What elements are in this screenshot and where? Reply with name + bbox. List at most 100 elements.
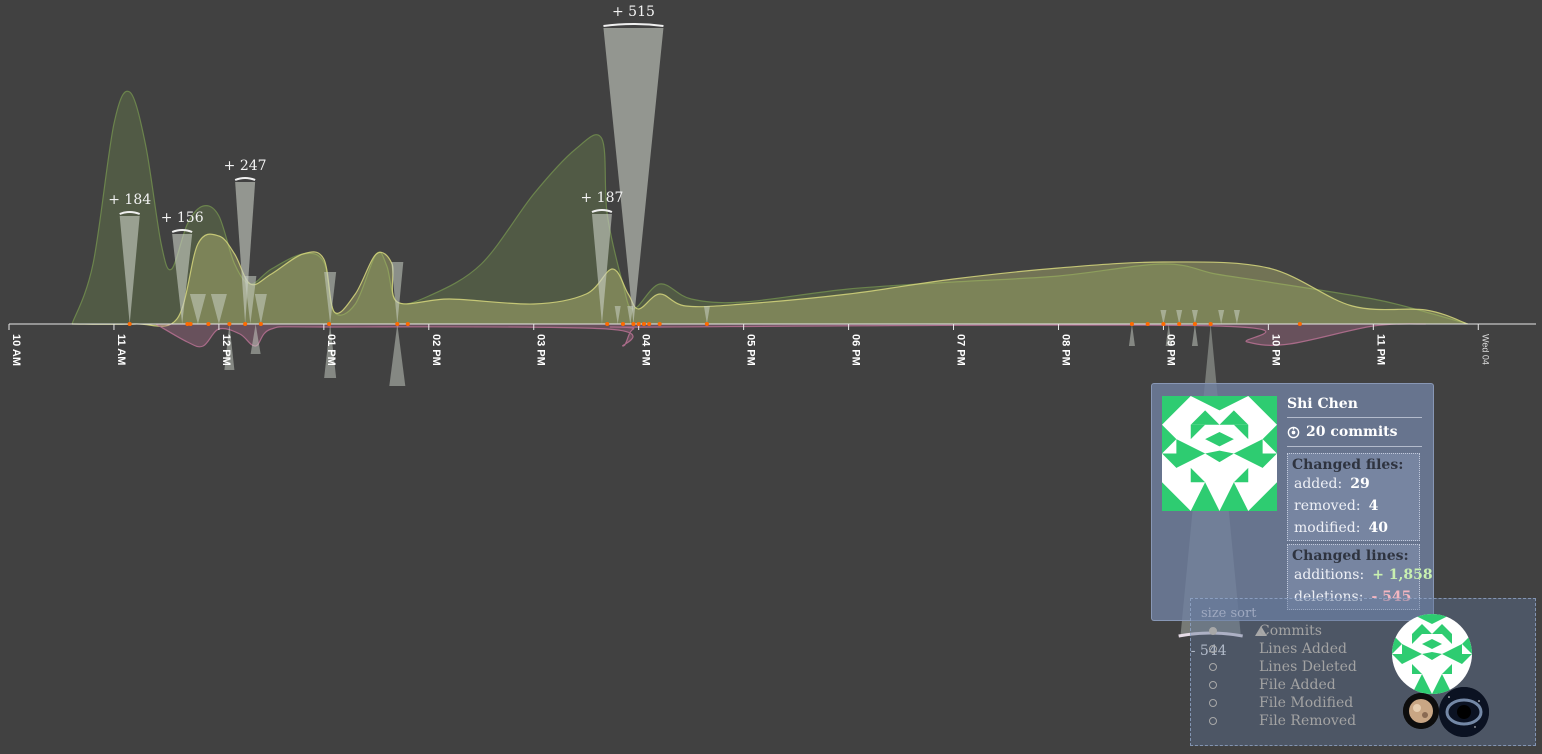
- x-tick-label: 04 PM: [640, 334, 652, 366]
- identicon-shape: [1248, 482, 1277, 511]
- minor-added-spike: [254, 294, 267, 324]
- commit-marker: [647, 322, 652, 326]
- sort-option-label: Commits: [1259, 623, 1322, 639]
- identicon-shape: [1412, 634, 1422, 644]
- minor-added-spike: [324, 272, 337, 324]
- radio-icon[interactable]: [1209, 627, 1217, 635]
- commit-marker: [185, 322, 190, 326]
- commit-marker: [631, 322, 636, 326]
- identicon-shape: [1219, 482, 1249, 511]
- commit-icon: [1287, 426, 1300, 438]
- commit-marker: [1208, 322, 1213, 326]
- minor-added-spike: [210, 294, 227, 324]
- minor-deleted-spike: [324, 324, 337, 378]
- identicon-image: [1162, 396, 1277, 511]
- radio-icon[interactable]: [1209, 663, 1217, 671]
- identicon-shape: [1412, 624, 1432, 634]
- planet-avatar-icon: [1403, 693, 1439, 729]
- series-line-2: [155, 323, 1426, 348]
- x-tick-label: Wed 04: [1480, 334, 1490, 365]
- identicon-shape: [1233, 424, 1249, 440]
- sort-option-commits[interactable]: Commits: [1209, 622, 1322, 640]
- files-modified-value: 40: [1368, 520, 1388, 536]
- commit-marker: [227, 322, 232, 326]
- commit-marker: [405, 322, 410, 326]
- minor-deleted-spike: [224, 324, 235, 370]
- commit-marker: [1177, 322, 1182, 326]
- files-modified-label: modified:: [1294, 520, 1361, 536]
- sort-option-lines-deleted[interactable]: Lines Deleted: [1209, 658, 1357, 676]
- x-tick-label: 10 PM: [1269, 334, 1281, 366]
- x-tick-label: 07 PM: [955, 334, 967, 366]
- sort-option-label: File Added: [1259, 677, 1336, 693]
- minor-added-spike: [1160, 310, 1167, 324]
- commit-marker: [641, 322, 646, 326]
- lines-additions-row: additions: + 1,858: [1294, 567, 1433, 583]
- x-tick-label: 05 PM: [745, 334, 757, 366]
- divider: [1287, 446, 1422, 447]
- sort-option-lines-added[interactable]: Lines Added: [1209, 640, 1347, 658]
- identicon-shape: [1412, 674, 1432, 694]
- identicon-shape: [1422, 639, 1442, 649]
- radio-icon[interactable]: [1209, 681, 1217, 689]
- identicon-shape: [1422, 652, 1442, 660]
- sort-option-label: File Modified: [1259, 695, 1354, 711]
- commit-marker: [206, 322, 211, 326]
- lines-deletions-label: deletions:: [1294, 589, 1364, 605]
- commit-marker: [258, 322, 263, 326]
- x-tick-label: 03 PM: [535, 334, 547, 366]
- series-line-1: [71, 233, 1468, 327]
- sort-option-file-modified[interactable]: File Modified: [1209, 694, 1353, 712]
- radio-icon[interactable]: [1209, 717, 1217, 725]
- author-avatar-galaxy[interactable]: [1439, 687, 1489, 737]
- identicon-shape: [1233, 467, 1249, 483]
- x-tick-label: 02 PM: [430, 334, 442, 366]
- peak-cap: [234, 177, 256, 181]
- identicon-shape: [1392, 634, 1402, 654]
- identicon-shape: [1205, 450, 1234, 463]
- commit-marker: [657, 322, 662, 326]
- stream-areas: [71, 90, 1468, 348]
- identicon-shape: [1162, 396, 1191, 425]
- identicon-shape: [1392, 674, 1412, 694]
- lines-deletions-value: - 545: [1371, 589, 1412, 605]
- sort-option-label: Lines Added: [1259, 641, 1347, 657]
- minor-added-spike: [1176, 310, 1183, 324]
- series-area-0: [72, 91, 1468, 324]
- peak-cap: [591, 209, 613, 213]
- identicon-shape: [1432, 624, 1452, 634]
- minor-added-spike: [703, 306, 710, 324]
- peak-cap: [171, 229, 193, 233]
- peak-added-label: + 187: [581, 190, 624, 206]
- sort-option-file-removed[interactable]: File Removed: [1209, 712, 1356, 730]
- sort-ascending-icon[interactable]: [1255, 626, 1267, 636]
- identicon-shape: [1432, 674, 1452, 694]
- changed-lines-box: Changed lines: additions: + 1,858 deletio…: [1287, 544, 1433, 610]
- peak-labels: + 184 + 156 + 247 + 187 + 515 - 544: [108, 4, 1243, 659]
- minor-deleted-spike: [1165, 324, 1172, 346]
- identicon-shape: [1412, 614, 1432, 624]
- peak-added-label: + 156: [161, 210, 204, 226]
- identicon-shape: [1262, 424, 1277, 454]
- minor-added-spike: [1218, 310, 1225, 324]
- commit-marker: [1192, 322, 1197, 326]
- identicon-shape: [1452, 614, 1472, 634]
- identicon-shape: [1176, 439, 1206, 468]
- added-spike: [172, 234, 193, 324]
- identicon-shape: [1162, 482, 1191, 511]
- time-axis: 10 AM 11 AM 12 PM 01 PM 02 PM 03 PM 04 PM 05 PM…: [8, 323, 1536, 366]
- radio-icon[interactable]: [1209, 699, 1217, 707]
- x-tick-label: 11 PM: [1374, 334, 1386, 365]
- author-avatar-pluto[interactable]: [1403, 693, 1439, 729]
- x-tick-label: 06 PM: [850, 334, 862, 366]
- identicon-shape: [1233, 439, 1263, 468]
- author-avatar-shi-chen[interactable]: [1392, 614, 1472, 694]
- identicon-shape: [1190, 467, 1206, 483]
- peak-added-label: + 247: [224, 158, 267, 174]
- commit-marker: [327, 322, 332, 326]
- commit-marker: [243, 322, 248, 326]
- sort-option-file-added[interactable]: File Added: [1209, 676, 1336, 694]
- series-area-1: [72, 234, 1468, 327]
- radio-icon[interactable]: [1209, 645, 1217, 653]
